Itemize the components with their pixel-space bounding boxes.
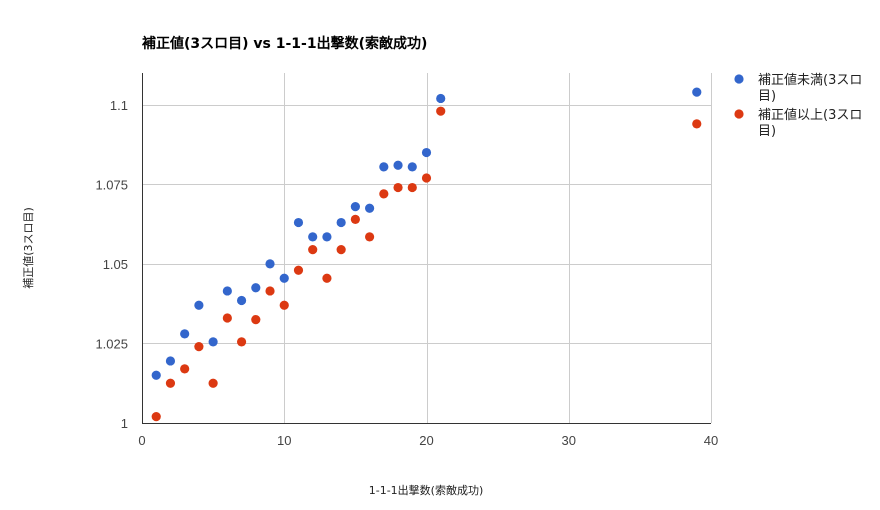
data-point-series-1 [407, 162, 417, 172]
data-point-series-1 [379, 162, 389, 172]
data-point-series-1 [336, 217, 346, 228]
legend-label-series-1: 補正値未満(3スロ [758, 72, 862, 88]
data-point-series-2 [350, 214, 360, 224]
data-points [151, 87, 702, 422]
data-point-series-2 [279, 300, 289, 310]
y-tick-label: 1.075 [95, 177, 128, 192]
data-point-series-1 [436, 93, 446, 104]
data-point-series-1 [265, 259, 275, 269]
y-tick-label: 1.025 [95, 336, 128, 351]
x-tick-label: 30 [562, 433, 576, 448]
axes [142, 73, 711, 424]
data-point-series-1 [308, 232, 318, 242]
data-point-series-1 [393, 160, 403, 170]
data-point-series-1 [692, 87, 702, 97]
data-point-series-1 [165, 356, 176, 366]
y-tick-label: 1 [121, 416, 128, 431]
data-point-series-1 [421, 147, 432, 158]
legend-marker-series-2 [734, 109, 744, 119]
data-point-series-2 [336, 244, 346, 255]
y-axis-label: 補正値(3スロ目) [22, 207, 35, 289]
data-point-series-1 [293, 217, 304, 228]
data-point-series-2 [265, 286, 275, 296]
data-point-series-1 [279, 273, 289, 283]
chart-title: 補正値(3スロ目) vs 1-1-1出撃数(索敵成功) [141, 35, 427, 52]
data-point-series-1 [222, 286, 232, 296]
x-tick-label: 20 [419, 433, 433, 448]
data-point-series-2 [393, 182, 403, 193]
legend-label-series-1: 目) [758, 89, 776, 104]
grid-lines [142, 73, 712, 423]
x-tick-label: 0 [138, 433, 145, 448]
data-point-series-2 [407, 182, 417, 193]
data-point-series-2 [436, 106, 446, 116]
data-point-series-1 [151, 370, 161, 380]
x-tick-label: 40 [704, 433, 718, 448]
data-point-series-1 [180, 329, 190, 339]
legend-marker-series-1 [734, 74, 744, 84]
tick-labels: 0 10 20 30 40 1 1.025 1.05 1.075 1.1 [95, 98, 718, 448]
data-point-series-1 [365, 203, 375, 213]
data-point-series-2 [251, 314, 261, 325]
data-point-series-2 [180, 364, 190, 374]
data-point-series-1 [251, 283, 261, 293]
x-axis-label: 1-1-1出撃数(索敵成功) [369, 483, 484, 497]
data-point-series-2 [421, 173, 432, 183]
data-point-series-1 [236, 295, 247, 306]
legend-label-series-2: 補正値以上(3スロ [758, 107, 862, 123]
data-point-series-2 [365, 232, 375, 242]
data-point-series-2 [151, 412, 161, 422]
data-point-series-1 [350, 202, 360, 212]
data-point-series-2 [379, 189, 389, 199]
data-point-series-2 [322, 273, 332, 283]
data-point-series-1 [208, 337, 218, 347]
y-tick-label: 1.05 [103, 257, 128, 272]
x-tick-label: 10 [277, 433, 291, 448]
data-point-series-2 [208, 378, 218, 388]
data-point-series-2 [293, 265, 304, 275]
legend-label-series-2: 目) [758, 124, 776, 139]
legend: 補正値未満(3スロ目)補正値以上(3スロ目) [734, 72, 862, 139]
data-point-series-2 [194, 342, 204, 352]
data-point-series-1 [194, 300, 204, 310]
data-point-series-2 [222, 313, 232, 323]
data-point-series-1 [322, 232, 332, 242]
y-tick-label: 1.1 [110, 98, 128, 113]
data-point-series-2 [308, 244, 318, 255]
data-point-series-2 [692, 119, 702, 129]
data-point-series-2 [165, 378, 176, 388]
data-point-series-2 [236, 337, 247, 347]
